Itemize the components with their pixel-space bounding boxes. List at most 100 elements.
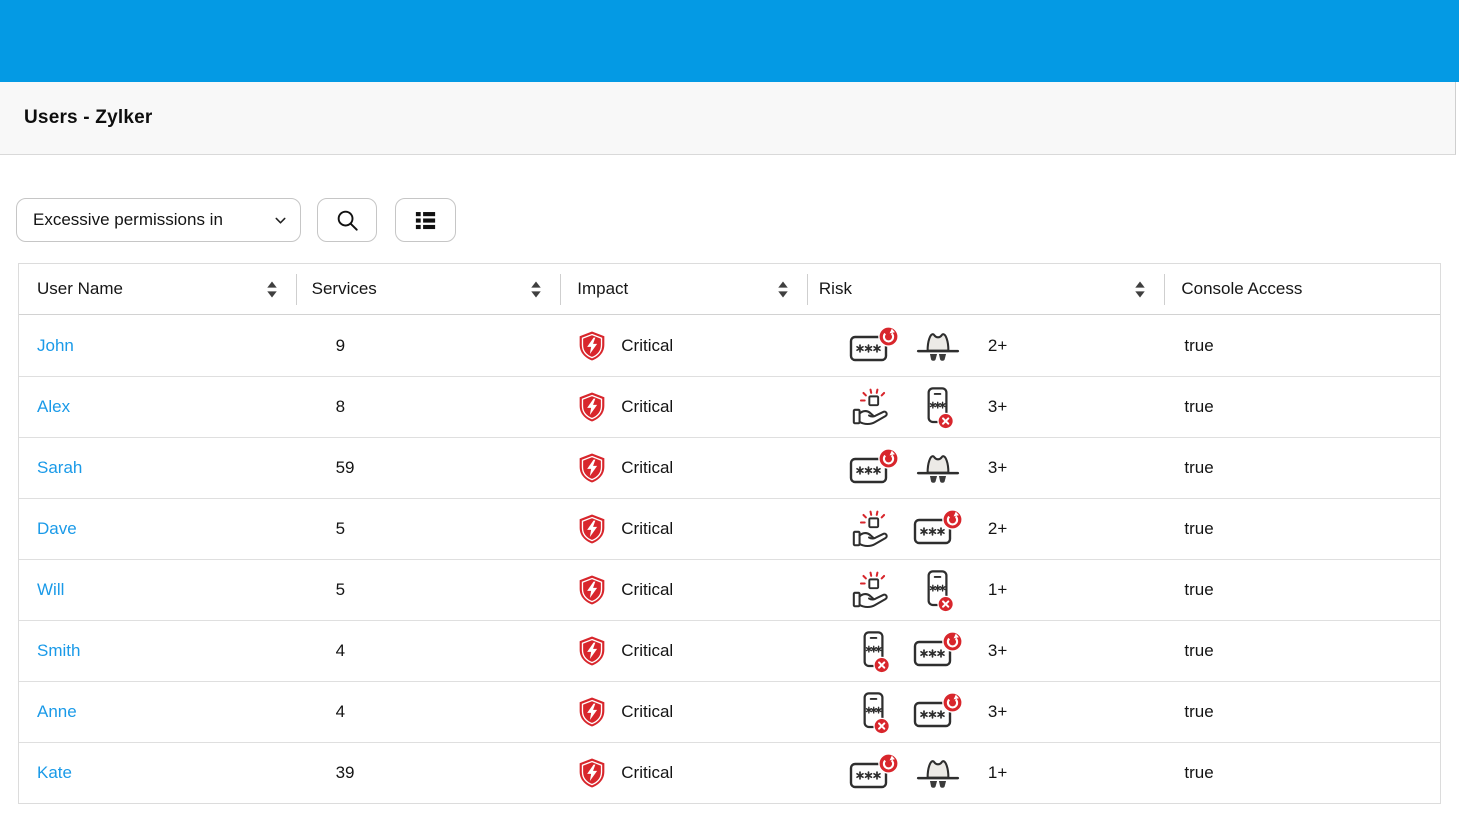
services-count: 4 [335, 641, 346, 660]
password-rotation-icon [848, 443, 900, 493]
console-access-value: true [1184, 702, 1214, 721]
user-name-link[interactable]: John [37, 335, 74, 355]
impact-label: Critical [621, 335, 674, 355]
column-label: Services [311, 279, 377, 298]
table-body: John 9 Critical 2+ true Alex 8 Critical … [19, 315, 1440, 803]
table-row: Smith 4 Critical 3+ true [19, 620, 1440, 681]
mfa-disabled-icon [848, 626, 900, 676]
impact-label: Critical [621, 458, 674, 477]
user-name-cell: Sarah [19, 438, 296, 498]
services-count: 39 [335, 763, 355, 782]
risk-icons [848, 626, 976, 676]
password-rotation-icon [912, 626, 964, 676]
user-name-link[interactable]: Will [37, 580, 65, 599]
services-count: 5 [335, 519, 346, 538]
incognito-user-icon [912, 443, 964, 493]
user-name-cell: Alex [19, 377, 296, 437]
filter-dropdown[interactable]: Excessive permissions in [16, 198, 301, 242]
services-count: 5 [335, 580, 346, 599]
risk-cell: 1+ [807, 743, 1165, 803]
page-header: Users - Zylker [0, 82, 1456, 155]
services-count: 9 [335, 335, 346, 355]
impact-cell: Critical [560, 377, 807, 437]
user-name-link[interactable]: Kate [37, 763, 72, 782]
column-label: Console Access [1181, 279, 1303, 298]
column-header-services[interactable]: Services [295, 264, 561, 314]
impact-cell: Critical [560, 682, 807, 742]
risk-icons [848, 748, 976, 798]
user-name-link[interactable]: Dave [37, 519, 77, 538]
user-name-link[interactable]: Smith [37, 641, 81, 660]
sort-icon[interactable] [266, 281, 278, 298]
incognito-user-icon [912, 321, 964, 371]
incognito-user-icon [912, 748, 964, 798]
risk-icons [848, 687, 976, 737]
risk-cell: 3+ [807, 377, 1165, 437]
column-header-risk[interactable]: Risk [806, 264, 1164, 314]
user-name-cell: Dave [19, 499, 296, 559]
risk-icons [848, 382, 976, 432]
impact-label: Critical [621, 519, 674, 538]
shield-critical-icon [577, 696, 607, 728]
user-name-cell: John [19, 315, 296, 376]
risk-count: 3+ [987, 397, 1008, 416]
services-count: 59 [335, 458, 355, 477]
sort-icon[interactable] [777, 281, 789, 298]
column-header-impact[interactable]: Impact [560, 264, 807, 314]
mfa-disabled-icon [912, 565, 964, 615]
password-rotation-icon [848, 321, 900, 371]
risk-cell: 3+ [807, 438, 1165, 498]
chevron-down-icon [273, 213, 288, 228]
risk-count: 3+ [987, 702, 1008, 721]
search-button[interactable] [317, 198, 377, 242]
risk-count: 1+ [987, 763, 1008, 782]
risk-icons [848, 504, 976, 554]
impact-cell: Critical [560, 315, 807, 376]
console-access-value: true [1184, 763, 1214, 782]
risk-count: 2+ [987, 335, 1008, 355]
user-name-cell: Smith [19, 621, 296, 681]
table-row: Sarah 59 Critical 3+ true [19, 437, 1440, 498]
filter-dropdown-value: Excessive permissions in [33, 210, 223, 229]
table-row: Anne 4 Critical 3+ true [19, 681, 1440, 742]
console-access-value: true [1184, 641, 1214, 660]
risk-icons [848, 321, 976, 371]
column-label: User Name [37, 279, 123, 298]
user-name-cell: Anne [19, 682, 296, 742]
password-rotation-icon [912, 504, 964, 554]
shield-critical-icon [577, 513, 607, 545]
risk-cell: 3+ [807, 682, 1165, 742]
risk-icons [848, 443, 976, 493]
console-access-value: true [1184, 519, 1214, 538]
access-grant-icon [848, 565, 900, 615]
user-name-link[interactable]: Alex [37, 397, 71, 416]
risk-cell: 2+ [807, 499, 1165, 559]
impact-label: Critical [621, 397, 674, 416]
risk-cell: 2+ [807, 315, 1165, 376]
password-rotation-icon [848, 748, 900, 798]
users-table: User Name Services Impact Risk Console A… [18, 263, 1441, 804]
sort-icon[interactable] [1134, 281, 1146, 298]
list-view-icon [413, 208, 438, 233]
password-rotation-icon [912, 687, 964, 737]
table-row: Will 5 Critical 1+ true [19, 559, 1440, 620]
impact-label: Critical [621, 702, 674, 721]
sort-icon[interactable] [530, 281, 542, 298]
access-grant-icon [848, 504, 900, 554]
risk-icons [848, 565, 976, 615]
impact-cell: Critical [560, 499, 807, 559]
user-name-link[interactable]: Anne [37, 702, 77, 721]
column-header-console-access: Console Access [1164, 264, 1440, 314]
column-label: Risk [818, 279, 852, 298]
impact-label: Critical [621, 580, 674, 599]
console-access-value: true [1184, 335, 1214, 355]
column-header-user-name[interactable]: User Name [19, 264, 296, 314]
user-name-cell: Will [19, 560, 296, 620]
risk-cell: 3+ [807, 621, 1165, 681]
list-view-button[interactable] [395, 198, 456, 242]
table-row: John 9 Critical 2+ true [19, 315, 1440, 376]
services-count: 8 [335, 397, 346, 416]
table-row: Alex 8 Critical 3+ true [19, 376, 1440, 437]
services-count: 4 [335, 702, 346, 721]
user-name-link[interactable]: Sarah [37, 458, 83, 477]
